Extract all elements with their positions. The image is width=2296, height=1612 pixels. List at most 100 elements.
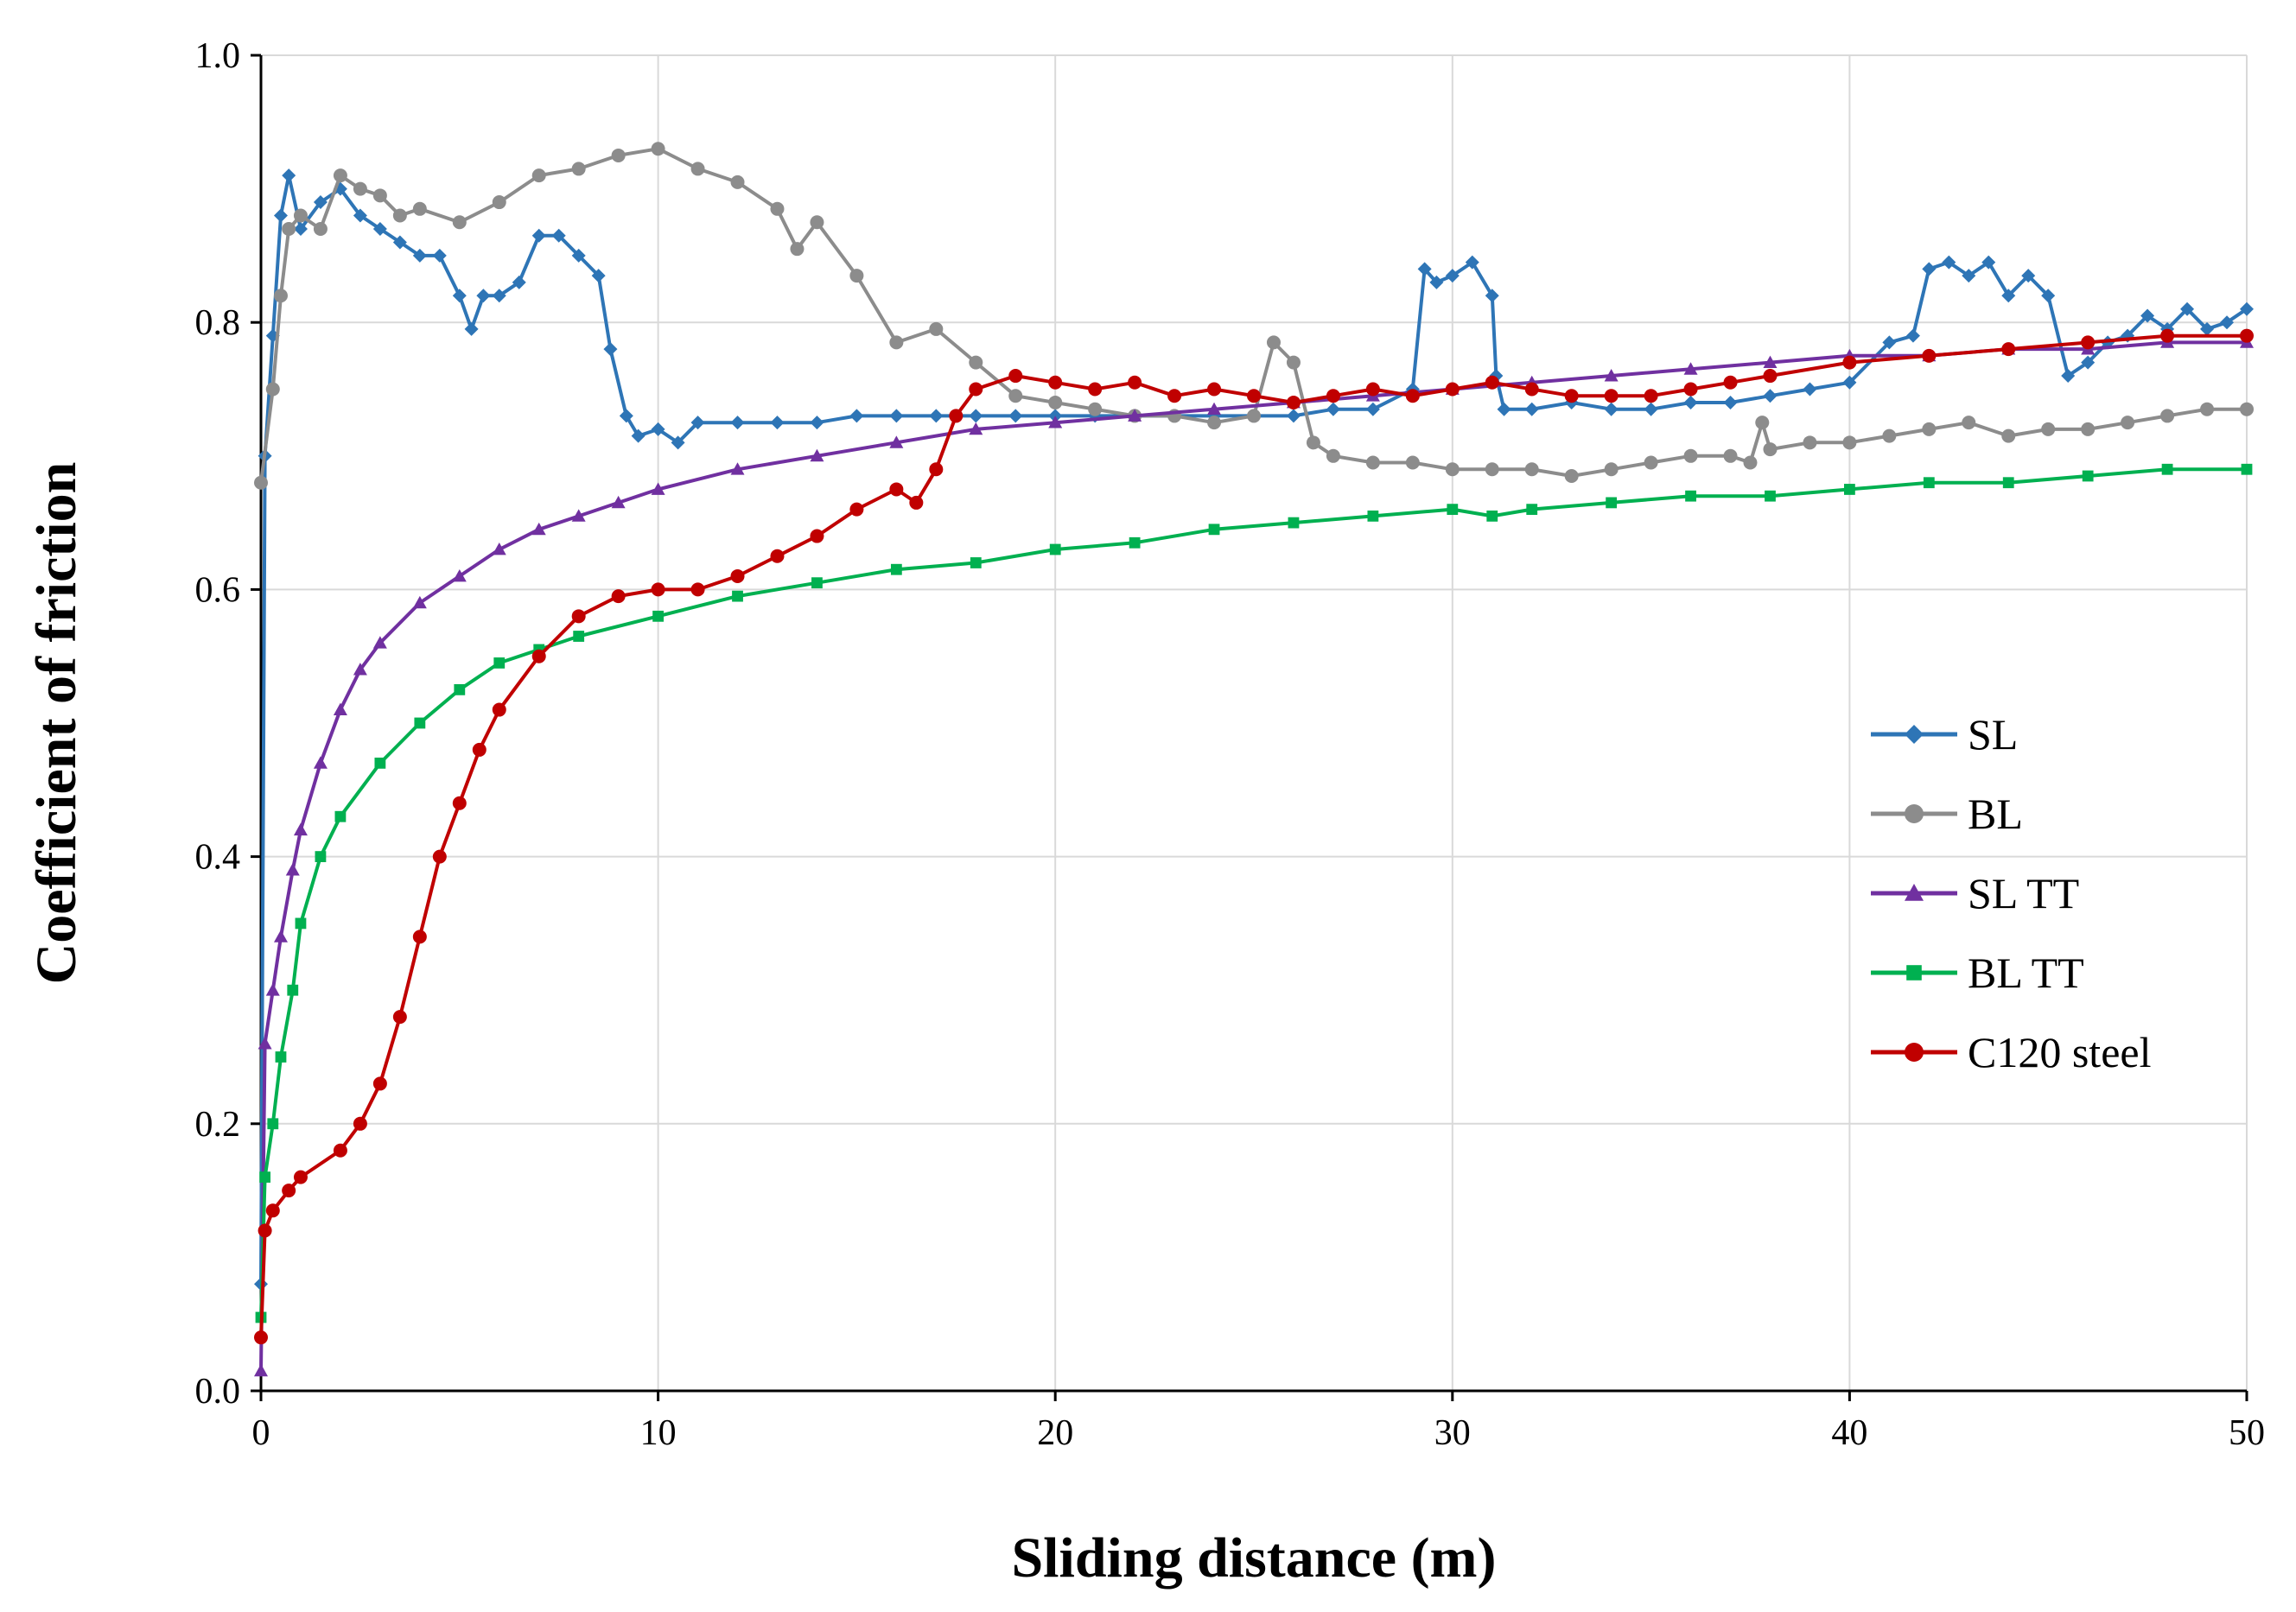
data-point-sl	[849, 409, 864, 423]
data-point-bl-tt	[1208, 524, 1220, 536]
data-point-bl	[1524, 462, 1539, 477]
y-tick-label: 0.0	[195, 1372, 241, 1412]
data-point-sl-tt	[571, 509, 586, 522]
data-point-bl	[1743, 455, 1758, 470]
data-point-c120-steel	[1008, 369, 1023, 384]
data-point-c120-steel	[889, 482, 904, 497]
data-point-sl	[1465, 255, 1479, 270]
x-tick-label: 30	[1434, 1413, 1471, 1453]
data-point-c120-steel	[492, 702, 506, 717]
data-point-bl-tt	[2082, 470, 2094, 482]
data-point-sl	[476, 289, 491, 303]
data-point-sl	[1286, 409, 1301, 423]
data-point-bl	[1485, 462, 1499, 477]
data-point-bl	[1723, 448, 1738, 463]
data-point-bl	[571, 162, 586, 176]
data-point-bl-tt	[2161, 463, 2173, 475]
series-line-bl-tt	[259, 467, 2247, 1318]
data-point-bl	[452, 215, 467, 230]
data-point-bl-tt	[315, 851, 327, 862]
data-point-c120-steel	[571, 609, 586, 624]
data-point-bl	[2160, 409, 2175, 423]
legend-swatch-marker	[1906, 965, 1922, 981]
y-axis-title: Coefficient of friction	[25, 462, 88, 985]
data-point-bl-tt	[374, 757, 386, 769]
y-tick-label: 0.4	[195, 838, 241, 878]
data-point-bl-tt	[454, 683, 466, 695]
data-point-sl-tt	[889, 435, 904, 448]
data-point-c120-steel	[2160, 328, 2175, 343]
data-point-bl-tt	[652, 610, 664, 622]
data-point-sl	[2200, 321, 2215, 336]
data-point-sl	[1842, 375, 1857, 390]
data-point-c120-steel	[1922, 348, 1937, 363]
data-point-c120-steel	[2081, 335, 2096, 350]
data-point-sl	[551, 228, 566, 243]
x-tick-label: 50	[2229, 1413, 2265, 1453]
data-point-bl-tt	[1685, 490, 1696, 502]
legend-item-sl-tt: SL TT	[1871, 869, 2079, 917]
data-point-bl-tt	[1844, 484, 1855, 495]
data-point-sl-tt	[254, 1363, 268, 1377]
data-point-bl-tt	[295, 917, 307, 930]
data-point-bl-tt	[1923, 477, 1935, 489]
data-point-bl-tt	[1447, 504, 1459, 516]
data-point-c120-steel	[730, 568, 745, 583]
tick-labels: 0.0 0.2 0.4 0.6 0.8 1.0 0 10 20 30 40 50	[195, 36, 2266, 1453]
data-point-bl	[265, 382, 280, 397]
data-point-sl	[1326, 402, 1340, 416]
data-point-bl-tt	[1049, 543, 1061, 555]
data-point-sl	[969, 409, 983, 423]
data-point-bl	[372, 188, 387, 203]
data-point-c120-steel	[1405, 389, 1420, 403]
data-point-sl-tt	[1763, 355, 1778, 368]
data-point-sl	[889, 409, 904, 423]
data-point-sl	[464, 321, 479, 336]
data-point-c120-steel	[333, 1143, 347, 1158]
data-point-sl-tt	[1128, 409, 1142, 422]
data-point-bl	[353, 181, 367, 196]
data-point-sl-tt	[412, 595, 427, 609]
data-point-bl	[1564, 468, 1579, 483]
data-point-sl-tt	[1683, 362, 1698, 375]
data-point-c120-steel	[1167, 389, 1182, 403]
data-point-sl	[313, 195, 328, 210]
data-point-sl	[2061, 369, 2076, 384]
data-point-sl	[1683, 395, 1698, 409]
data-point-bl-tt	[493, 657, 506, 669]
legend-label: BL	[1968, 790, 2023, 838]
data-point-sl-tt	[611, 495, 626, 509]
data-point-c120-steel	[258, 1223, 272, 1238]
data-point-sl-tt	[273, 930, 288, 942]
data-point-sl	[1763, 389, 1778, 403]
data-point-c120-steel	[1564, 389, 1579, 403]
data-point-c120-steel	[949, 409, 964, 423]
data-point-bl	[1882, 428, 1897, 443]
data-point-sl	[432, 248, 447, 263]
data-point-c120-steel	[1445, 382, 1460, 397]
data-point-c120-steel	[1365, 382, 1380, 397]
data-point-sl-tt	[730, 462, 745, 475]
data-point-bl-tt	[1606, 497, 1618, 509]
data-point-bl	[2081, 422, 2096, 436]
data-point-bl	[1048, 395, 1063, 409]
data-point-sl	[1429, 275, 1444, 289]
data-point-bl	[1207, 416, 1222, 430]
y-tick-label: 0.6	[195, 570, 241, 610]
data-point-sl	[619, 409, 633, 423]
y-tick-label: 0.2	[195, 1105, 241, 1145]
data-point-sl	[690, 416, 705, 430]
data-point-sl	[412, 248, 427, 263]
data-point-c120-steel	[1842, 355, 1857, 370]
data-point-bl	[313, 221, 328, 236]
data-point-bl	[929, 321, 944, 336]
data-point-c120-steel	[1247, 389, 1261, 403]
data-point-sl	[603, 342, 618, 357]
data-point-c120-steel	[770, 549, 785, 563]
legend-item-bl: BL	[1871, 790, 2023, 838]
data-point-sl	[1962, 269, 1976, 283]
data-point-bl	[1755, 416, 1770, 430]
data-point-bl	[1326, 448, 1340, 463]
